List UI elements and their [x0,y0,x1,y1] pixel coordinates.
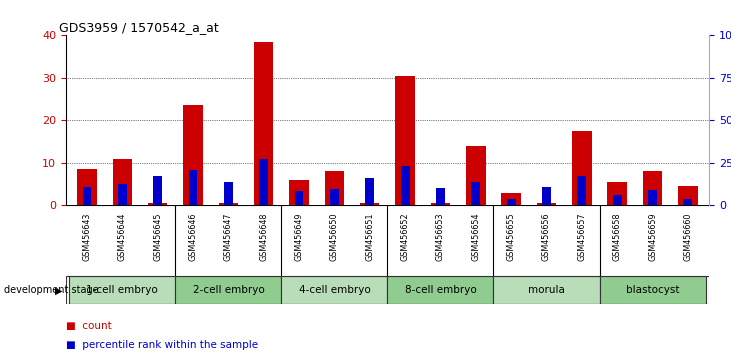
Bar [613,195,621,205]
Bar [219,203,238,205]
Text: GSM456648: GSM456648 [260,212,268,261]
Bar [401,166,409,205]
Bar [175,276,281,304]
Bar [572,131,591,205]
Bar [69,276,175,304]
Bar [118,184,126,205]
Text: 2-cell embryo: 2-cell embryo [192,285,264,295]
Bar [154,176,162,205]
Bar [260,159,268,205]
Text: GSM456645: GSM456645 [154,212,162,261]
Bar [643,171,662,205]
Text: ▶: ▶ [55,285,62,295]
Bar [183,105,202,205]
Text: 1-cell embryo: 1-cell embryo [86,285,158,295]
Bar [436,188,445,205]
Bar [113,159,132,205]
Bar [366,178,374,205]
Bar [295,191,303,205]
Bar [254,42,273,205]
Bar [281,276,387,304]
Bar [466,146,485,205]
Text: GSM456646: GSM456646 [189,212,197,261]
Bar [330,189,339,205]
Bar [493,276,599,304]
Bar [431,203,450,205]
Bar [537,203,556,205]
Bar [395,76,414,205]
Text: ■  percentile rank within the sample: ■ percentile rank within the sample [66,341,258,350]
Text: GSM456655: GSM456655 [507,212,515,261]
Text: GSM456660: GSM456660 [683,212,692,261]
Bar [83,187,91,205]
Bar [577,176,586,205]
Text: ■  count: ■ count [66,321,112,331]
Text: GSM456659: GSM456659 [648,212,657,261]
Text: GDS3959 / 1570542_a_at: GDS3959 / 1570542_a_at [59,21,219,34]
Text: GSM456651: GSM456651 [366,212,374,261]
Text: GSM456654: GSM456654 [471,212,480,261]
Bar [678,186,697,205]
Bar [507,199,515,205]
Bar [325,171,344,205]
Bar [542,188,551,205]
Bar [599,276,705,304]
Bar [683,199,692,205]
Bar [360,203,379,205]
Bar [648,190,657,205]
Text: GSM456657: GSM456657 [577,212,586,261]
Bar [148,203,167,205]
Bar [77,169,96,205]
Bar [224,182,232,205]
Text: morula: morula [528,285,565,295]
Text: GSM456644: GSM456644 [118,212,127,261]
Text: blastocyst: blastocyst [626,285,679,295]
Bar [189,170,197,205]
Bar [501,193,521,205]
Text: GSM456656: GSM456656 [542,212,551,261]
Bar [387,276,493,304]
Text: GSM456652: GSM456652 [401,212,409,261]
Text: development stage: development stage [4,285,98,295]
Text: GSM456649: GSM456649 [295,212,303,261]
Text: 8-cell embryo: 8-cell embryo [404,285,477,295]
Text: GSM456658: GSM456658 [613,212,621,261]
Text: GSM456653: GSM456653 [436,212,445,261]
Bar [607,182,627,205]
Bar [471,182,480,205]
Text: 4-cell embryo: 4-cell embryo [298,285,371,295]
Text: GSM456647: GSM456647 [224,212,233,261]
Bar [289,180,308,205]
Text: GSM456643: GSM456643 [83,212,91,261]
Text: GSM456650: GSM456650 [330,212,339,261]
